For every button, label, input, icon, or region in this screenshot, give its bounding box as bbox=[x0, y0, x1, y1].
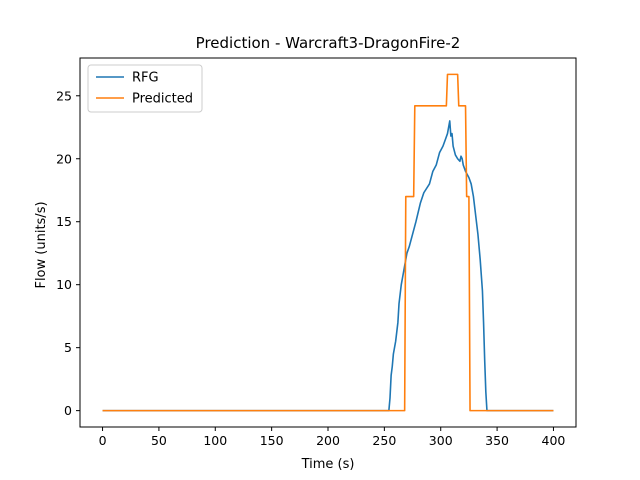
y-axis: 0 5 10 15 20 25 bbox=[56, 88, 80, 418]
x-tick-label: 100 bbox=[203, 433, 227, 448]
x-tick-label: 300 bbox=[429, 433, 453, 448]
y-tick-label: 25 bbox=[56, 88, 72, 103]
x-tick-label: 0 bbox=[99, 433, 107, 448]
x-axis-label: Time (s) bbox=[301, 457, 355, 472]
x-tick-label: 150 bbox=[260, 433, 284, 448]
plot-frame bbox=[79, 57, 577, 428]
y-tick-label: 20 bbox=[56, 151, 72, 166]
y-tick-label: 5 bbox=[64, 340, 72, 355]
series-line-rfg bbox=[102, 120, 554, 412]
x-tick-label: 50 bbox=[151, 433, 167, 448]
legend-label-predicted: Predicted bbox=[132, 92, 193, 107]
y-tick-label: 0 bbox=[64, 403, 72, 418]
x-tick-label: 400 bbox=[542, 433, 566, 448]
x-axis: 0 50 100 150 200 250 300 350 400 bbox=[99, 427, 566, 448]
x-tick-label: 350 bbox=[485, 433, 509, 448]
plot-area bbox=[102, 73, 554, 412]
y-tick-label: 10 bbox=[56, 277, 72, 292]
x-tick-label: 200 bbox=[316, 433, 340, 448]
y-axis-label: Flow (units/s) bbox=[34, 201, 49, 288]
legend-label-rfg: RFG bbox=[132, 71, 159, 86]
series-line-predicted bbox=[102, 73, 554, 412]
legend: RFG Predicted bbox=[87, 64, 203, 113]
x-tick-label: 250 bbox=[372, 433, 396, 448]
chart-title: Prediction - Warcraft3-DragonFire-2 bbox=[196, 34, 461, 52]
y-tick-label: 15 bbox=[56, 214, 72, 229]
